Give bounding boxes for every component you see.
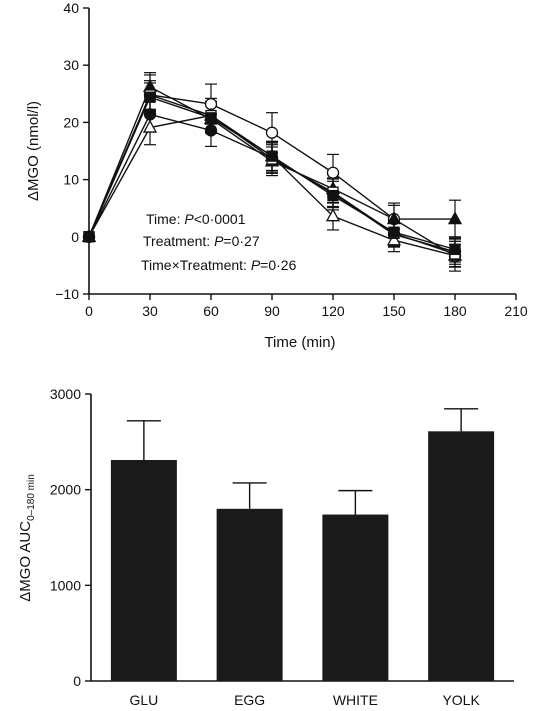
x-tick-label: 0 xyxy=(85,303,93,319)
line-chart-series xyxy=(81,72,463,272)
data-point xyxy=(325,208,341,222)
bar-chart: 0 1000 2000 3000 GLU EGG WHITE YOLK ΔMGO AUC0–… xyxy=(17,386,514,708)
bar-egg xyxy=(216,508,283,681)
stat-time: Time: P<0·0001 xyxy=(146,211,246,227)
line-chart-y-ticks: −10 0 10 20 30 40 xyxy=(55,0,89,302)
data-point xyxy=(205,112,217,124)
y-tick-label: 3000 xyxy=(50,386,81,402)
y-tick-label: 2000 xyxy=(50,482,81,498)
bar-chart-y-ticks: 0 1000 2000 3000 xyxy=(50,386,91,689)
bar-white xyxy=(322,514,389,681)
markers-square-filled xyxy=(83,91,461,256)
line-chart-stats: Time: P<0·0001 Treatment: P=0·27 Time×Tr… xyxy=(141,211,297,273)
stat-treatment: Treatment: P=0·27 xyxy=(143,233,260,249)
y-tick-label: −10 xyxy=(55,286,79,302)
data-point xyxy=(265,126,279,139)
line-chart: −10 0 10 20 30 40 0 30 60 90 120 150 180 210 Time (m… xyxy=(25,0,528,351)
category-label: GLU xyxy=(129,692,158,708)
category-label: EGG xyxy=(234,692,265,708)
line-chart-x-ticks: 0 30 60 90 120 150 180 210 xyxy=(85,294,528,319)
bar-yolk xyxy=(428,431,495,681)
line-chart-x-label: Time (min) xyxy=(264,334,335,351)
data-point xyxy=(144,91,156,103)
y-tick-label: 0 xyxy=(71,229,79,245)
x-tick-label: 180 xyxy=(443,303,467,319)
x-tick-label: 210 xyxy=(504,303,528,319)
y-tick-label: 10 xyxy=(63,172,79,188)
data-point xyxy=(447,211,463,225)
data-point xyxy=(143,108,157,121)
bar-chart-y-label-delta: Δ xyxy=(17,592,34,602)
data-point xyxy=(142,119,158,133)
category-label: WHITE xyxy=(333,692,378,708)
data-point xyxy=(326,166,340,179)
y-tick-label: 0 xyxy=(73,673,81,689)
line-chart-y-label-delta: Δ xyxy=(25,191,42,201)
y-tick-label: 1000 xyxy=(50,577,81,593)
data-point xyxy=(386,232,402,246)
data-point xyxy=(327,189,339,202)
data-point xyxy=(83,231,95,243)
data-point xyxy=(388,226,400,238)
bar-chart-y-label-text: MGO AUC xyxy=(17,521,34,592)
line-chart-y-label: ΔMGO (nmol/l) xyxy=(25,101,42,201)
bar-chart-bars xyxy=(110,408,495,681)
x-tick-label: 120 xyxy=(321,303,345,319)
y-tick-label: 40 xyxy=(63,0,79,16)
y-tick-label: 30 xyxy=(63,57,79,73)
data-point xyxy=(386,211,402,225)
stat-interaction: Time×Treatment: P=0·26 xyxy=(141,257,297,273)
x-tick-label: 90 xyxy=(264,303,280,319)
category-label: YOLK xyxy=(442,692,480,708)
line-chart-y-label-text: MGO (nmol/l) xyxy=(25,101,42,191)
bar-chart-y-label: ΔMGO AUC0–180 min xyxy=(17,474,37,602)
bar-glu xyxy=(110,460,177,681)
bar-chart-x-labels: GLU EGG WHITE YOLK xyxy=(129,692,480,708)
x-tick-label: 30 xyxy=(142,303,158,319)
x-tick-label: 60 xyxy=(203,303,219,319)
x-tick-label: 150 xyxy=(382,303,406,319)
bar-chart-y-label-subscript: 0–180 min xyxy=(26,474,37,521)
data-point xyxy=(266,150,278,162)
y-tick-label: 20 xyxy=(63,114,79,130)
data-point xyxy=(204,124,218,137)
data-point xyxy=(449,243,461,256)
